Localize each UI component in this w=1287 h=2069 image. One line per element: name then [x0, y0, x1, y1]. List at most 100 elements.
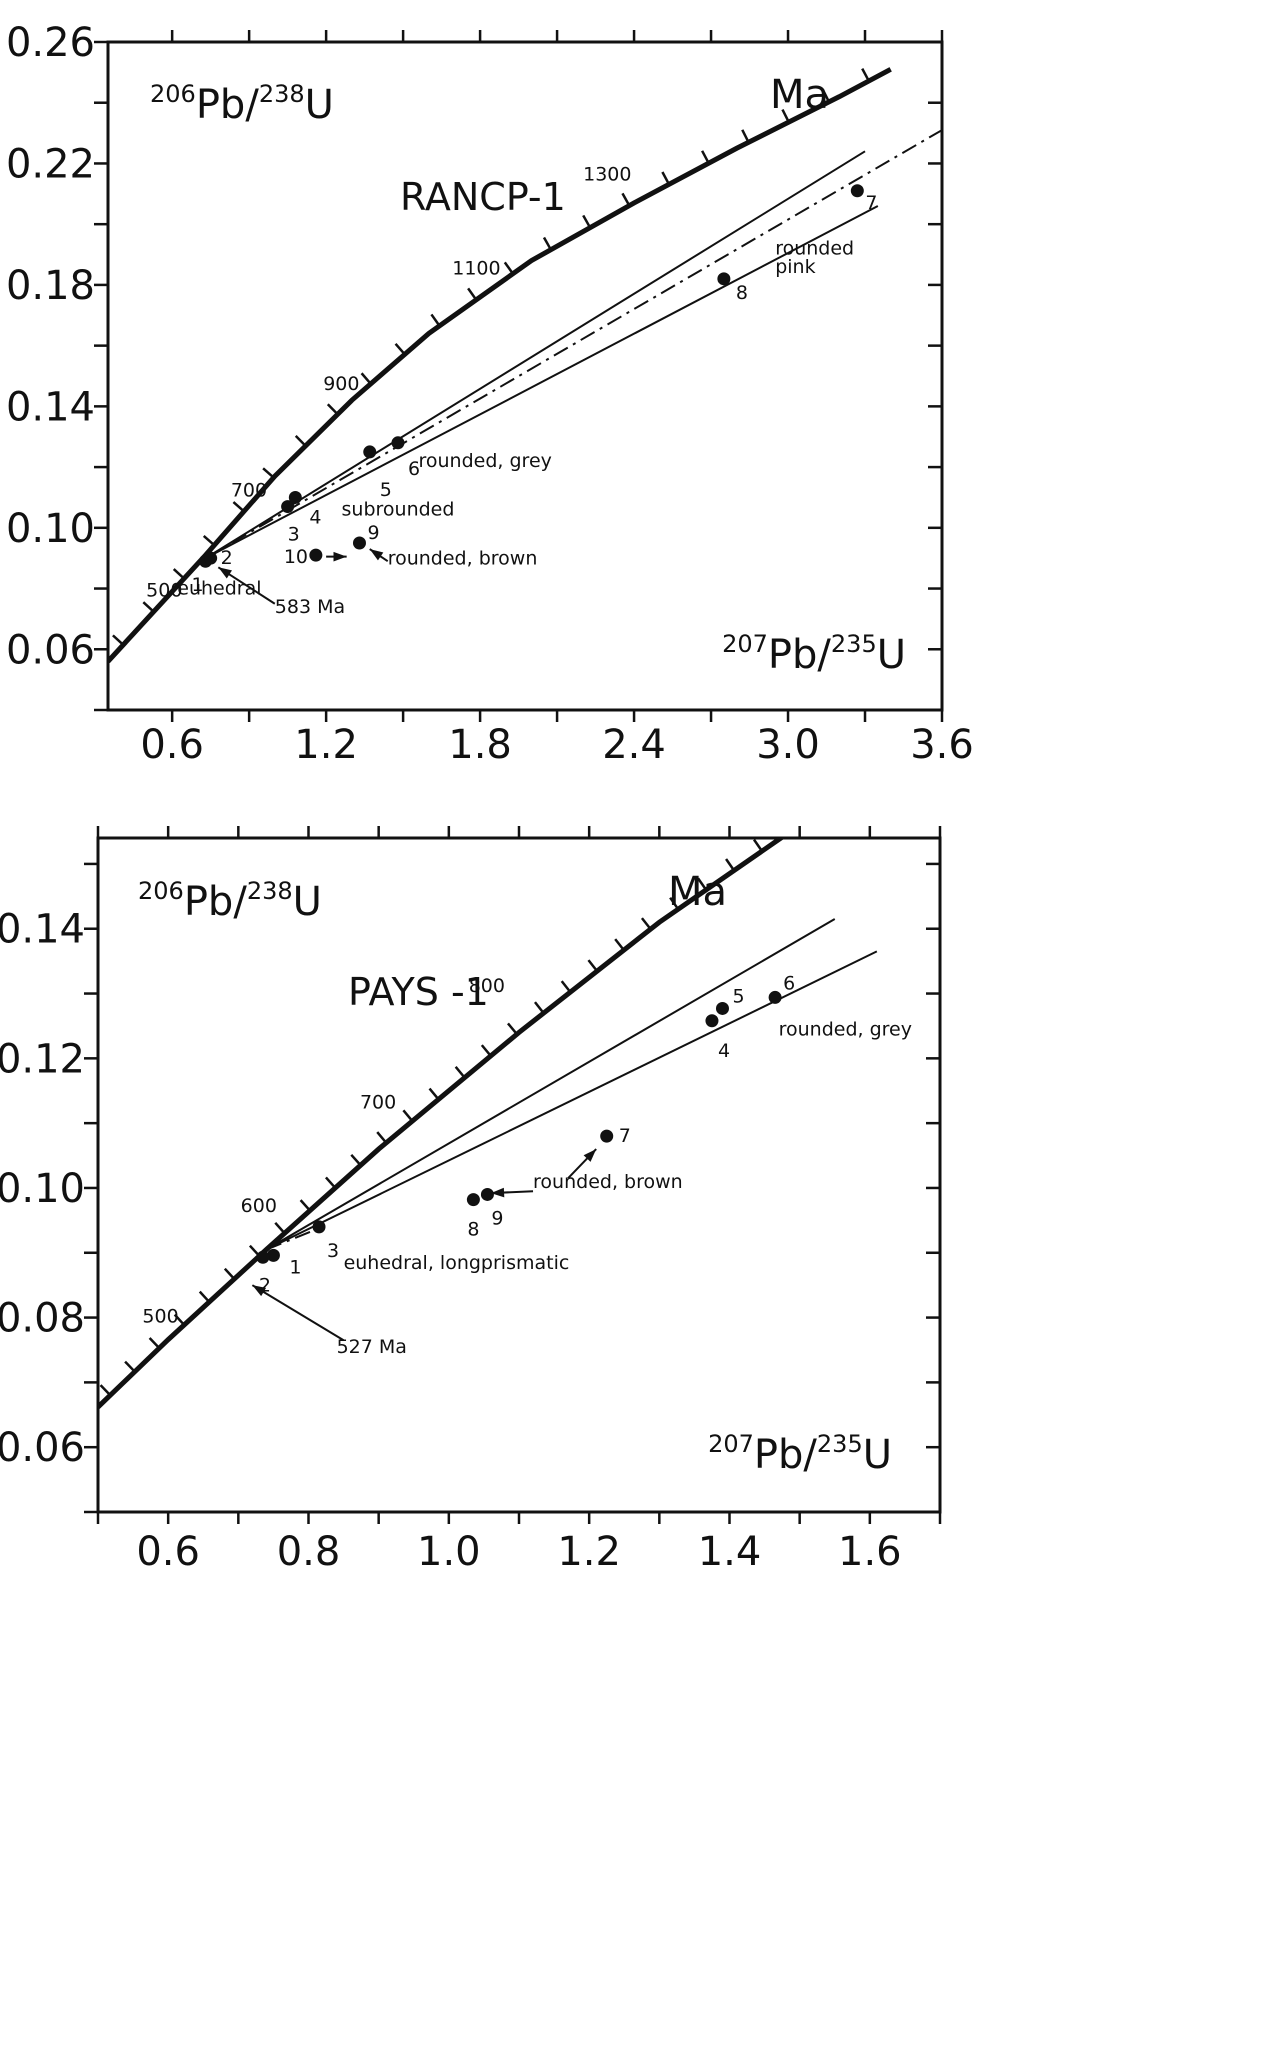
discordia-line-3 [266, 1225, 323, 1251]
y-tick-label: 0.18 [6, 263, 95, 309]
concordia-age-tick [697, 877, 708, 891]
data-point-6 [768, 990, 782, 1004]
data-point-2 [204, 551, 218, 565]
concordia-age-tick [430, 313, 441, 327]
concordia-age-tick [614, 938, 625, 951]
x-axis-label: 207Pb/235U [722, 630, 906, 678]
concordia-age-tick [223, 1267, 236, 1280]
data-point-8 [717, 272, 731, 286]
concordia-curve [108, 67, 892, 664]
concordia-age-tick [142, 601, 155, 613]
concordia-age-tick [782, 820, 790, 832]
x-tick-label: 3.0 [756, 722, 820, 768]
concordia-age-tick [172, 568, 185, 580]
annotation-arrowhead [252, 1285, 267, 1297]
concordia-age-label: 700 [360, 1091, 396, 1113]
concordia-age-tick [198, 1290, 211, 1303]
concordia-age-tick [124, 1360, 136, 1373]
plot-frame [96, 836, 942, 1514]
concordia-age-tick [454, 1066, 466, 1079]
discordia-line-3 [205, 205, 879, 560]
y-axis-label: 206Pb/238U [138, 877, 322, 925]
data-point-3 [281, 500, 295, 514]
data-point-label: 2 [221, 547, 233, 569]
x-tick-label: 2.4 [602, 722, 666, 768]
data-point-8 [466, 1193, 480, 1207]
concordia-age-tick [480, 1044, 492, 1057]
concordia-age-tick [99, 1384, 112, 1397]
concordia-age-label: 1300 [583, 164, 631, 186]
concordia-age-tick [542, 236, 552, 251]
annotation: rounded, grey [419, 450, 552, 472]
concordia-age-tick [752, 838, 764, 852]
y-tick-label: 0.14 [6, 384, 95, 430]
data-point-1 [266, 1248, 280, 1262]
x-tick-label: 1.2 [294, 722, 358, 768]
concordia-age-tick [350, 1153, 362, 1167]
concordia-age-tick [701, 150, 710, 164]
discordia-line-2 [205, 129, 942, 560]
concordia-age-tick [402, 1109, 414, 1122]
concordia-age-tick [669, 897, 680, 910]
data-point-label: 6 [783, 972, 795, 994]
annotation-arrow [251, 1284, 345, 1342]
concordia-age-tick [533, 1001, 545, 1014]
concordia-age-tick [741, 129, 750, 143]
concordia-age-tick [503, 261, 514, 275]
data-point-9 [352, 536, 366, 550]
y-tick-label: 0.14 [0, 907, 85, 953]
concordia-age-label: 700 [231, 479, 267, 501]
plot-area [108, 67, 942, 664]
concordia-age-tick [326, 403, 339, 416]
concordia-age-tick [781, 109, 790, 123]
concordia-age-tick [325, 1176, 337, 1189]
annotation: pink [775, 256, 815, 278]
data-point-label: 3 [288, 524, 300, 546]
plot-frame [106, 40, 944, 712]
annotation-arrowhead [369, 549, 384, 561]
data-point-label: 7 [865, 192, 877, 214]
annotation-arrowhead [583, 1149, 597, 1162]
x-axis-label: 207Pb/235U [708, 1430, 892, 1478]
data-point-6 [391, 436, 405, 450]
x-tick-label: 0.6 [140, 722, 204, 768]
concordia-age-tick [394, 342, 406, 356]
x-tick-label: 1.2 [557, 1529, 621, 1575]
y-axis-label: 206Pb/238U [150, 80, 334, 128]
concordia-age-tick [640, 917, 652, 930]
data-point-10 [309, 548, 323, 562]
annotation: subrounded [342, 499, 455, 521]
concordia-age-tick [262, 467, 275, 479]
x-tick-label: 1.8 [448, 722, 512, 768]
concordia-age-tick [376, 1131, 388, 1144]
data-point-7 [850, 184, 864, 198]
concordia-label: Ma [770, 72, 829, 118]
concordia-age-tick [294, 435, 307, 447]
concordia-curve [98, 838, 786, 1409]
annotation: rounded, brown [533, 1171, 683, 1193]
data-point-3 [312, 1220, 326, 1234]
data-point-label: 9 [367, 522, 379, 544]
annotation-arrowhead [218, 567, 232, 579]
annotation-arrowhead [490, 1187, 505, 1198]
concordia-age-tick [861, 68, 870, 82]
plot-area [98, 820, 878, 1409]
concordia-age-label: 800 [469, 975, 505, 997]
chart-title: PAYS -1 [348, 970, 489, 1014]
concordia-age-tick [621, 192, 631, 207]
annotation: rounded, grey [779, 1019, 912, 1041]
annotation-arrowhead [333, 551, 347, 562]
data-point-label: 4 [718, 1040, 730, 1062]
concordia-age-tick [173, 1313, 186, 1326]
concordia-age-tick [274, 1221, 286, 1235]
data-point-9 [480, 1187, 494, 1201]
discordia-line-1 [204, 150, 866, 560]
data-point-4 [705, 1014, 719, 1028]
concordia-age-tick [112, 634, 125, 646]
intercept-age-label: 583 Ma [275, 596, 345, 618]
concordia-age-tick [587, 959, 599, 972]
data-point-label: 8 [736, 282, 748, 304]
concordia-age-tick [725, 858, 736, 872]
concordia-age-tick [507, 1022, 518, 1035]
y-tick-label: 0.10 [0, 1166, 85, 1212]
